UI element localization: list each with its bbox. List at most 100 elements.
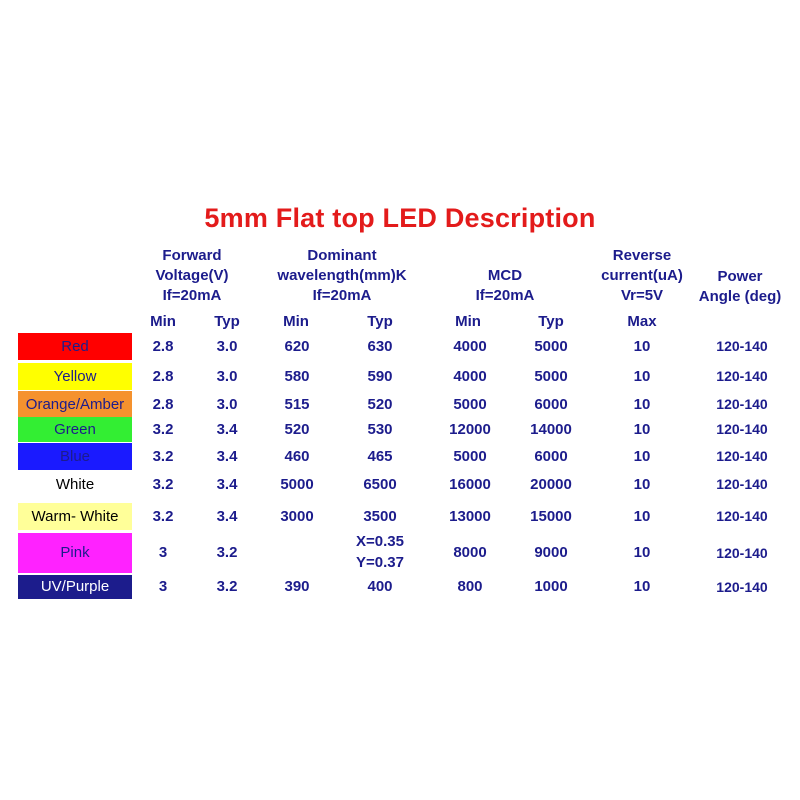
cell-vf-typ: 3.0 (216, 368, 238, 385)
cell-vf-typ: 3.2 (216, 578, 238, 595)
subheader-wl-min: Min (283, 313, 309, 330)
cell-wl-typ: 630 (367, 338, 393, 355)
cell-mcd-typ: 6000 (534, 448, 568, 465)
cell-mcd-min: 800 (457, 578, 483, 595)
page-title: 5mm Flat top LED Description (204, 203, 596, 233)
cell-wl-typ: 590 (367, 368, 393, 385)
cell-wl-typ: 3500 (363, 508, 397, 525)
cell-vf-typ: 3.0 (216, 396, 238, 413)
cell-vf-typ: 3.4 (216, 448, 238, 465)
cell-mcd-typ: 20000 (530, 476, 572, 493)
cell-mcd-min: 4000 (453, 338, 487, 355)
cell-angle: 120-140 (716, 368, 768, 384)
cell-wl-typ: 6500 (363, 476, 397, 493)
header-forward-voltage-line2: Voltage(V) (155, 267, 229, 284)
cell-mcd-min: 5000 (453, 396, 487, 413)
header-power-angle: Power Angle (deg) (690, 267, 790, 307)
cell-angle: 120-140 (716, 338, 768, 354)
cell-vf-typ: 3.2 (216, 544, 238, 561)
cell-wl-min: 3000 (280, 508, 314, 525)
subheader-vf-typ: Typ (214, 313, 240, 330)
header-dominant-wavelength-line1: Dominant (307, 247, 377, 264)
row-label-green: Green (18, 417, 132, 442)
cell-mcd-typ: 1000 (534, 578, 568, 595)
cell-vf-typ: 3.0 (216, 338, 238, 355)
cell-vf-min: 2.8 (152, 396, 174, 413)
row-label-white: White (18, 471, 132, 498)
header-reverse-current: Reverse current(uA) Vr=5V (592, 246, 692, 306)
header-forward-voltage-line1: Forward (162, 247, 222, 264)
subheader-wl-typ: Typ (367, 313, 393, 330)
cell-wl-typ: 530 (367, 421, 393, 438)
cell-mcd-typ: 5000 (534, 368, 568, 385)
cell-angle: 120-140 (716, 448, 768, 464)
cell-line: Y=0.37 (356, 554, 404, 571)
cell-ir-max: 10 (633, 578, 651, 595)
cell-wl-min (262, 533, 332, 573)
cell-angle: 120-140 (716, 579, 768, 595)
cell-wl-typ: 400 (367, 578, 393, 595)
row-label-pink: Pink (18, 533, 132, 573)
cell-mcd-min: 4000 (453, 368, 487, 385)
row-label-uv-purple: UV/Purple (18, 575, 132, 599)
cell-wl-typ: X=0.35 Y=0.37 (340, 531, 420, 573)
header-reverse-current-line1: Reverse (612, 247, 672, 264)
header-mcd-line1: MCD (487, 267, 523, 284)
cell-vf-min: 3.2 (152, 448, 174, 465)
cell-ir-max: 10 (633, 544, 651, 561)
cell-mcd-min: 12000 (449, 421, 491, 438)
cell-vf-typ: 3.4 (216, 508, 238, 525)
cell-mcd-min: 16000 (449, 476, 491, 493)
cell-angle: 120-140 (716, 396, 768, 412)
cell-mcd-min: 8000 (453, 544, 487, 561)
cell-wl-typ: 465 (367, 448, 393, 465)
cell-angle: 120-140 (716, 476, 768, 492)
cell-ir-max: 10 (633, 476, 651, 493)
header-power-angle-line2: Angle (deg) (698, 288, 782, 305)
row-label-red: Red (18, 333, 132, 360)
header-dominant-wavelength: Dominant wavelength(mm)K If=20mA (262, 246, 422, 306)
header-dominant-wavelength-line2: wavelength(mm)K (277, 267, 407, 284)
cell-ir-max: 10 (633, 396, 651, 413)
row-label-orange-amber: Orange/Amber (18, 391, 132, 418)
cell-wl-min: 460 (284, 448, 310, 465)
cell-mcd-typ: 5000 (534, 338, 568, 355)
header-reverse-current-line2: current(uA) (601, 267, 683, 284)
cell-wl-min: 520 (284, 421, 310, 438)
cell-mcd-typ: 15000 (530, 508, 572, 525)
cell-vf-min: 3 (158, 578, 168, 595)
row-label-blue: Blue (18, 443, 132, 470)
header-mcd: MCD If=20mA (445, 266, 565, 306)
header-forward-voltage-line3: If=20mA (162, 287, 222, 304)
subheader-vf-min: Min (150, 313, 176, 330)
cell-wl-min: 390 (284, 578, 310, 595)
cell-wl-min: 515 (284, 396, 310, 413)
subheader-mcd-min: Min (455, 313, 481, 330)
subheader-mcd-typ: Typ (538, 313, 564, 330)
cell-ir-max: 10 (633, 368, 651, 385)
cell-wl-min: 620 (284, 338, 310, 355)
cell-line: X=0.35 (356, 533, 404, 550)
cell-ir-max: 10 (633, 421, 651, 438)
cell-ir-max: 10 (633, 508, 651, 525)
cell-angle: 120-140 (716, 508, 768, 524)
cell-mcd-typ: 6000 (534, 396, 568, 413)
cell-wl-typ: 520 (367, 396, 393, 413)
cell-vf-min: 3 (158, 544, 168, 561)
row-label-warm-white: Warm- White (18, 503, 132, 530)
cell-wl-min: 580 (284, 368, 310, 385)
cell-mcd-min: 13000 (449, 508, 491, 525)
cell-ir-max: 10 (633, 448, 651, 465)
header-reverse-current-line3: Vr=5V (620, 287, 664, 304)
cell-angle: 120-140 (716, 545, 768, 561)
header-dominant-wavelength-line3: If=20mA (312, 287, 372, 304)
header-forward-voltage: Forward Voltage(V) If=20mA (142, 246, 242, 306)
header-power-angle-line1: Power (717, 268, 763, 285)
header-mcd-line2: If=20mA (475, 287, 535, 304)
cell-ir-max: 10 (633, 338, 651, 355)
cell-vf-min: 3.2 (152, 476, 174, 493)
cell-mcd-typ: 14000 (530, 421, 572, 438)
subheader-ir-max: Max (627, 313, 657, 330)
cell-vf-min: 3.2 (152, 508, 174, 525)
cell-wl-min: 5000 (280, 476, 314, 493)
